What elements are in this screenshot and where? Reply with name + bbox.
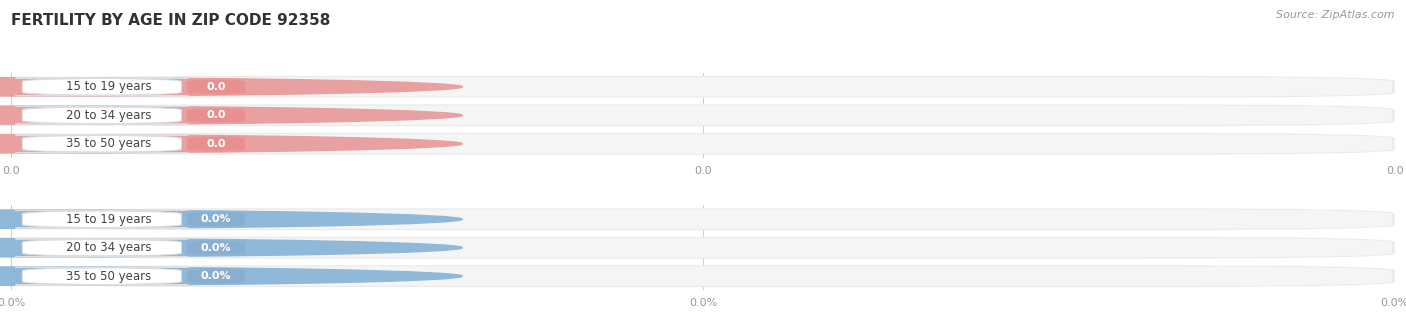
FancyBboxPatch shape: [135, 269, 298, 284]
FancyBboxPatch shape: [15, 239, 188, 256]
FancyBboxPatch shape: [11, 265, 1395, 287]
FancyBboxPatch shape: [15, 78, 188, 96]
Text: Source: ZipAtlas.com: Source: ZipAtlas.com: [1277, 10, 1395, 20]
FancyBboxPatch shape: [14, 106, 1392, 125]
FancyBboxPatch shape: [135, 79, 298, 94]
FancyBboxPatch shape: [11, 208, 1395, 230]
Circle shape: [0, 135, 463, 153]
Text: 35 to 50 years: 35 to 50 years: [66, 137, 152, 150]
Circle shape: [0, 106, 463, 124]
Text: 15 to 19 years: 15 to 19 years: [66, 80, 152, 93]
FancyBboxPatch shape: [14, 210, 1392, 229]
FancyBboxPatch shape: [15, 267, 188, 285]
Text: 0.0: 0.0: [207, 139, 226, 149]
FancyBboxPatch shape: [14, 238, 1392, 257]
Circle shape: [0, 78, 463, 96]
Text: 0.0: 0.0: [207, 110, 226, 120]
FancyBboxPatch shape: [135, 136, 298, 151]
FancyBboxPatch shape: [14, 267, 1392, 286]
Text: 0.0%: 0.0%: [201, 243, 232, 253]
Text: 0.0%: 0.0%: [201, 271, 232, 281]
Text: 20 to 34 years: 20 to 34 years: [66, 241, 152, 254]
Text: 0.0: 0.0: [207, 82, 226, 92]
FancyBboxPatch shape: [11, 133, 1395, 155]
FancyBboxPatch shape: [11, 76, 1395, 98]
Text: FERTILITY BY AGE IN ZIP CODE 92358: FERTILITY BY AGE IN ZIP CODE 92358: [11, 13, 330, 28]
FancyBboxPatch shape: [14, 134, 1392, 153]
FancyBboxPatch shape: [11, 104, 1395, 126]
Circle shape: [0, 210, 463, 228]
FancyBboxPatch shape: [15, 135, 188, 152]
Text: 15 to 19 years: 15 to 19 years: [66, 213, 152, 226]
FancyBboxPatch shape: [135, 108, 298, 123]
Circle shape: [0, 239, 463, 257]
Text: 20 to 34 years: 20 to 34 years: [66, 109, 152, 122]
FancyBboxPatch shape: [135, 212, 298, 227]
Circle shape: [0, 267, 463, 285]
FancyBboxPatch shape: [11, 237, 1395, 259]
FancyBboxPatch shape: [135, 240, 298, 255]
FancyBboxPatch shape: [15, 211, 188, 228]
Text: 0.0%: 0.0%: [201, 214, 232, 224]
FancyBboxPatch shape: [15, 107, 188, 124]
Text: 35 to 50 years: 35 to 50 years: [66, 270, 152, 283]
FancyBboxPatch shape: [14, 77, 1392, 96]
